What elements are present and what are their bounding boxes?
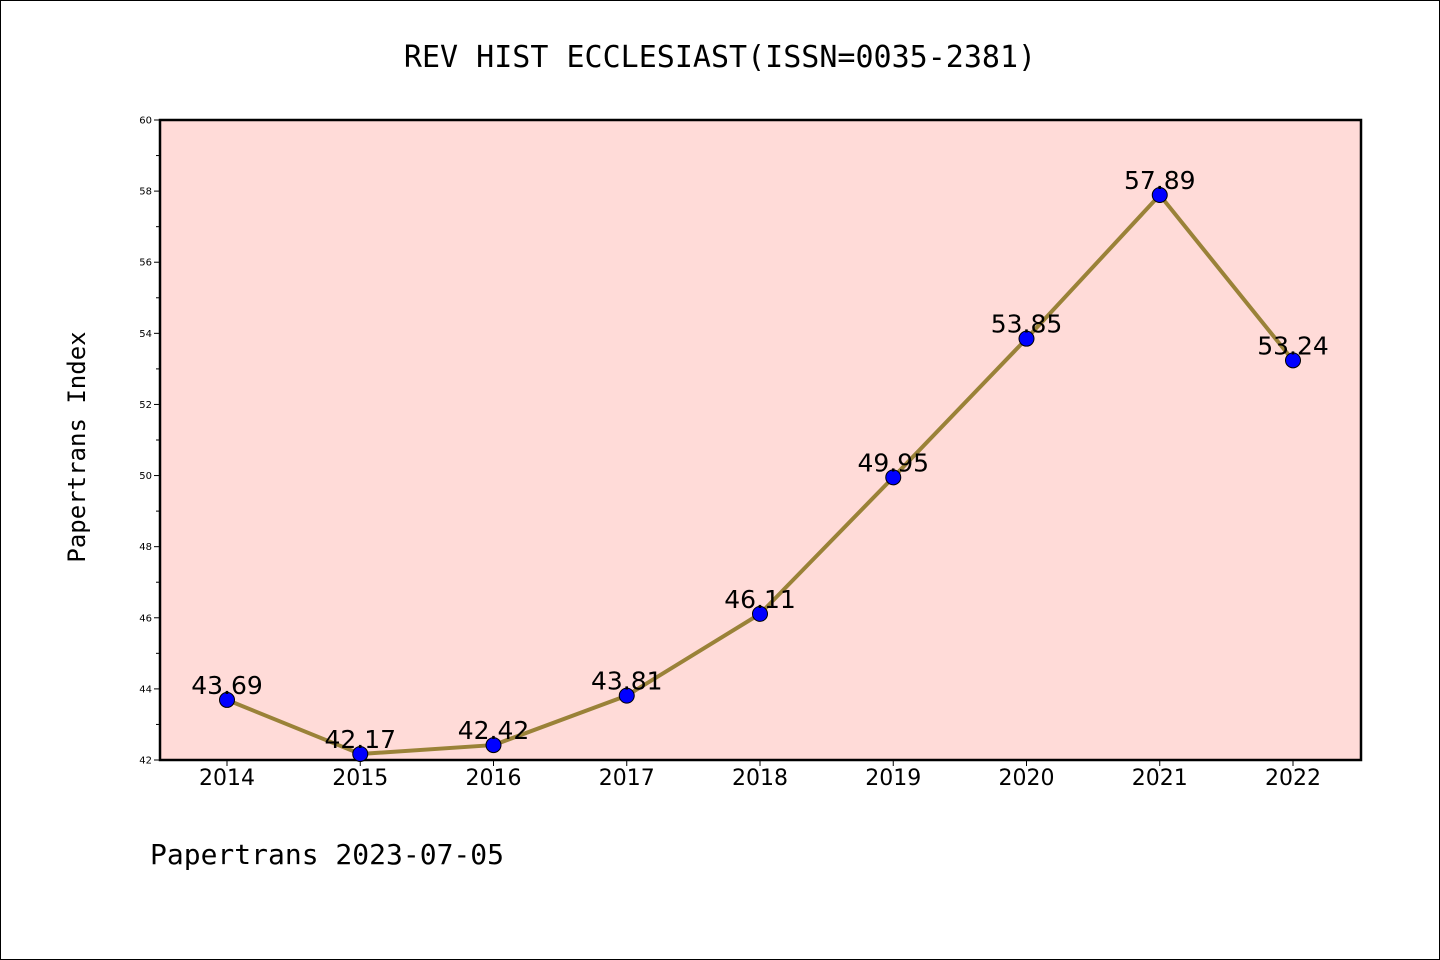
y-tick-label: 58: [139, 187, 152, 198]
y-tick-label: 48: [139, 542, 152, 553]
y-tick-label: 46: [139, 613, 152, 624]
data-point: [1018, 330, 1035, 347]
data-points: [219, 187, 1301, 762]
x-tick-label: 2018: [732, 766, 788, 791]
data-point: [352, 745, 369, 762]
x-tick-label: 2017: [599, 766, 655, 791]
x-tick-label: 2014: [199, 766, 255, 791]
data-label: 53.85: [991, 310, 1063, 339]
x-tick-label: 2015: [332, 766, 388, 791]
y-tick-label: 50: [139, 471, 152, 482]
data-point: [1151, 187, 1168, 204]
x-tick-label: 2020: [999, 766, 1055, 791]
x-tick-label: 2021: [1132, 766, 1188, 791]
y-tick-label: 42: [139, 756, 152, 767]
data-point: [485, 737, 502, 754]
y-tick-label: 44: [139, 684, 152, 695]
x-tick-label: 2019: [865, 766, 921, 791]
data-label: 42.17: [324, 725, 396, 754]
data-point: [885, 469, 902, 486]
data-label: 43.81: [591, 667, 663, 696]
x-axis: 2014 2015 2016 2017 2018 2019 2020 2021 2022: [199, 760, 1321, 791]
y-tick-label: 54: [139, 329, 152, 340]
footer-text: Papertrans 2023-07-05: [150, 838, 504, 871]
data-point: [219, 691, 235, 708]
y-tick-label: 56: [139, 258, 152, 269]
data-point: [618, 687, 635, 704]
chart-title: REV HIST ECCLESIAST(ISSN=0035-2381): [404, 40, 1036, 75]
plot-area: [158, 118, 1363, 762]
data-label: 49.95: [857, 448, 929, 477]
y-axis-label: Papertrans Index: [63, 331, 91, 562]
y-tick-label: 60: [139, 116, 152, 127]
x-tick-label: 2016: [466, 766, 522, 791]
x-tick-label: 2022: [1265, 766, 1321, 791]
y-axis: 42 44 46 48 50 52 54 56 58 60: [139, 116, 160, 767]
data-label: 43.69: [191, 671, 263, 700]
data-labels: 43.69 42.17 42.42 43.81 46.11 49.95 53.85 57.89…: [191, 166, 1329, 754]
data-point: [1285, 352, 1301, 369]
data-label: 53.24: [1257, 331, 1329, 360]
data-label: 42.42: [458, 716, 530, 745]
data-label: 46.11: [724, 585, 796, 614]
data-point: [752, 605, 768, 622]
y-tick-label: 52: [139, 400, 152, 411]
data-label: 57.89: [1124, 166, 1196, 195]
